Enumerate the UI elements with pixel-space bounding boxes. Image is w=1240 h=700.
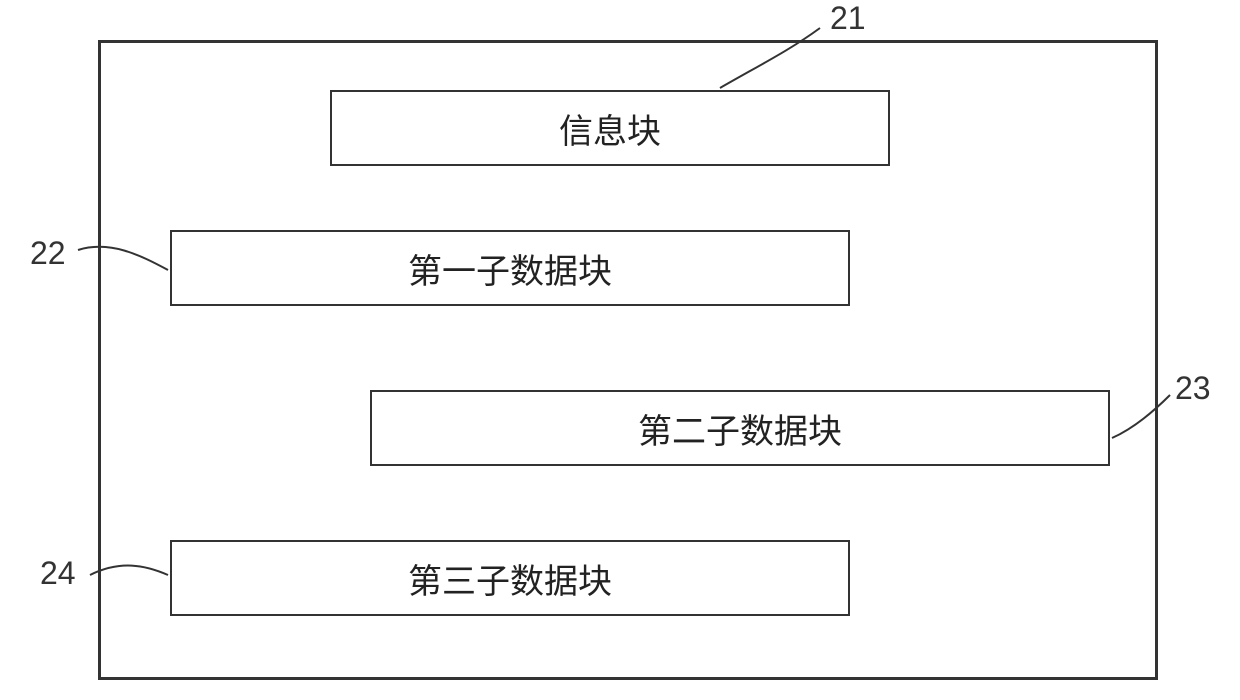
callout-label-23: 23 [1175,370,1211,407]
sub-block-2-label: 第二子数据块 [638,404,842,453]
info-block: 信息块 [330,90,890,166]
sub-block-3: 第三子数据块 [170,540,850,616]
sub-block-3-label: 第三子数据块 [408,554,612,603]
callout-label-22: 22 [30,235,66,272]
sub-block-2: 第二子数据块 [370,390,1110,466]
sub-block-1-label: 第一子数据块 [408,244,612,293]
diagram-canvas: 信息块 第一子数据块 第二子数据块 第三子数据块 21 22 23 24 [0,0,1240,700]
sub-block-1: 第一子数据块 [170,230,850,306]
callout-label-21: 21 [830,0,866,37]
callout-label-24: 24 [40,555,76,592]
info-block-label: 信息块 [559,104,661,153]
